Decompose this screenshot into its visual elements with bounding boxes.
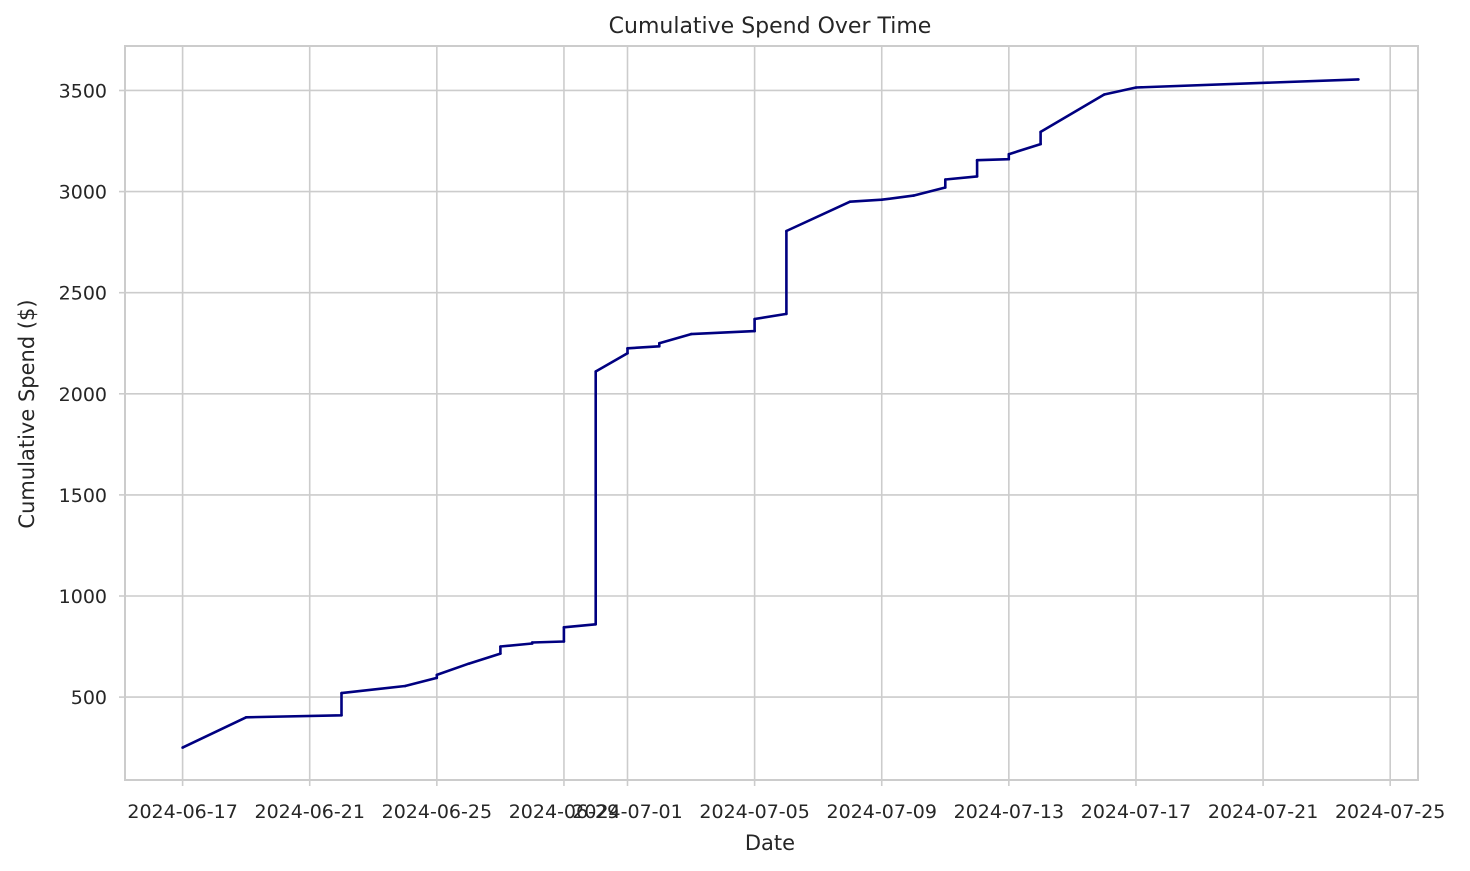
plot-frame <box>124 45 1419 781</box>
data-point <box>467 662 470 665</box>
x-tick-label: 2024-07-05 <box>699 801 809 823</box>
data-point <box>785 312 788 316</box>
y-tick-label: 2500 <box>59 283 107 305</box>
data-point <box>1039 130 1042 134</box>
x-tick-label: 2024-06-25 <box>382 801 492 823</box>
x-tick-label: 2024-07-09 <box>827 801 937 823</box>
data-point <box>1039 142 1042 146</box>
y-tick-label: 3500 <box>59 80 107 102</box>
data-point <box>753 329 756 333</box>
data-point <box>753 317 756 321</box>
data-point <box>1007 152 1011 156</box>
data-point <box>975 158 979 162</box>
x-axis-label: Date <box>745 831 795 855</box>
data-point <box>880 198 883 201</box>
y-tick-label: 3000 <box>59 182 107 204</box>
data-point <box>562 626 566 629</box>
data-point <box>658 345 661 348</box>
y-tick-label: 500 <box>71 687 107 709</box>
data-point <box>403 684 407 688</box>
y-tick-label: 2000 <box>59 384 107 406</box>
data-point <box>1102 93 1106 96</box>
data-point <box>435 676 439 680</box>
y-axis-label: Cumulative Spend ($) <box>15 299 39 528</box>
data-point <box>1357 78 1360 81</box>
data-point <box>1007 157 1011 161</box>
y-tick-label: 1500 <box>59 485 107 507</box>
series-layer <box>181 78 1360 749</box>
data-point <box>530 641 534 644</box>
x-tick-label: 2024-07-21 <box>1208 801 1318 823</box>
x-tick-label: 2024-06-17 <box>127 801 237 823</box>
x-tick-label: 2024-06-29 <box>509 801 619 823</box>
grid-layer <box>125 46 1418 780</box>
x-tick-label: 2024-07-13 <box>954 801 1064 823</box>
data-point <box>499 652 502 655</box>
data-point <box>848 200 852 203</box>
data-point <box>785 229 788 233</box>
x-tick-label: 2024-07-01 <box>572 801 682 823</box>
data-point <box>594 623 597 626</box>
data-point <box>975 175 979 178</box>
data-point <box>912 194 915 197</box>
data-point <box>340 714 343 717</box>
tick-layer: 2024-06-17 2024-06-21 2024-06-25 2024-06-29… <box>59 80 1446 823</box>
data-point <box>562 640 566 643</box>
x-tick-label: 2024-06-21 <box>255 801 365 823</box>
data-point <box>658 341 661 345</box>
x-tick-label: 2024-07-25 <box>1335 801 1445 823</box>
cumulative-spend-line <box>182 78 1359 749</box>
data-point <box>244 716 248 719</box>
data-point <box>689 332 693 336</box>
data-point <box>944 178 947 181</box>
x-tick-label: 2024-07-17 <box>1081 801 1191 823</box>
data-point <box>435 673 439 677</box>
data-point <box>594 370 597 373</box>
data-point <box>340 691 343 695</box>
data-point <box>626 352 629 355</box>
data-point <box>499 645 502 648</box>
chart-title: Cumulative Spend Over Time <box>609 14 932 39</box>
data-point <box>626 347 629 350</box>
data-point <box>181 746 184 749</box>
y-tick-label: 1000 <box>59 586 107 608</box>
data-point <box>1134 86 1138 89</box>
data-point <box>944 186 947 189</box>
